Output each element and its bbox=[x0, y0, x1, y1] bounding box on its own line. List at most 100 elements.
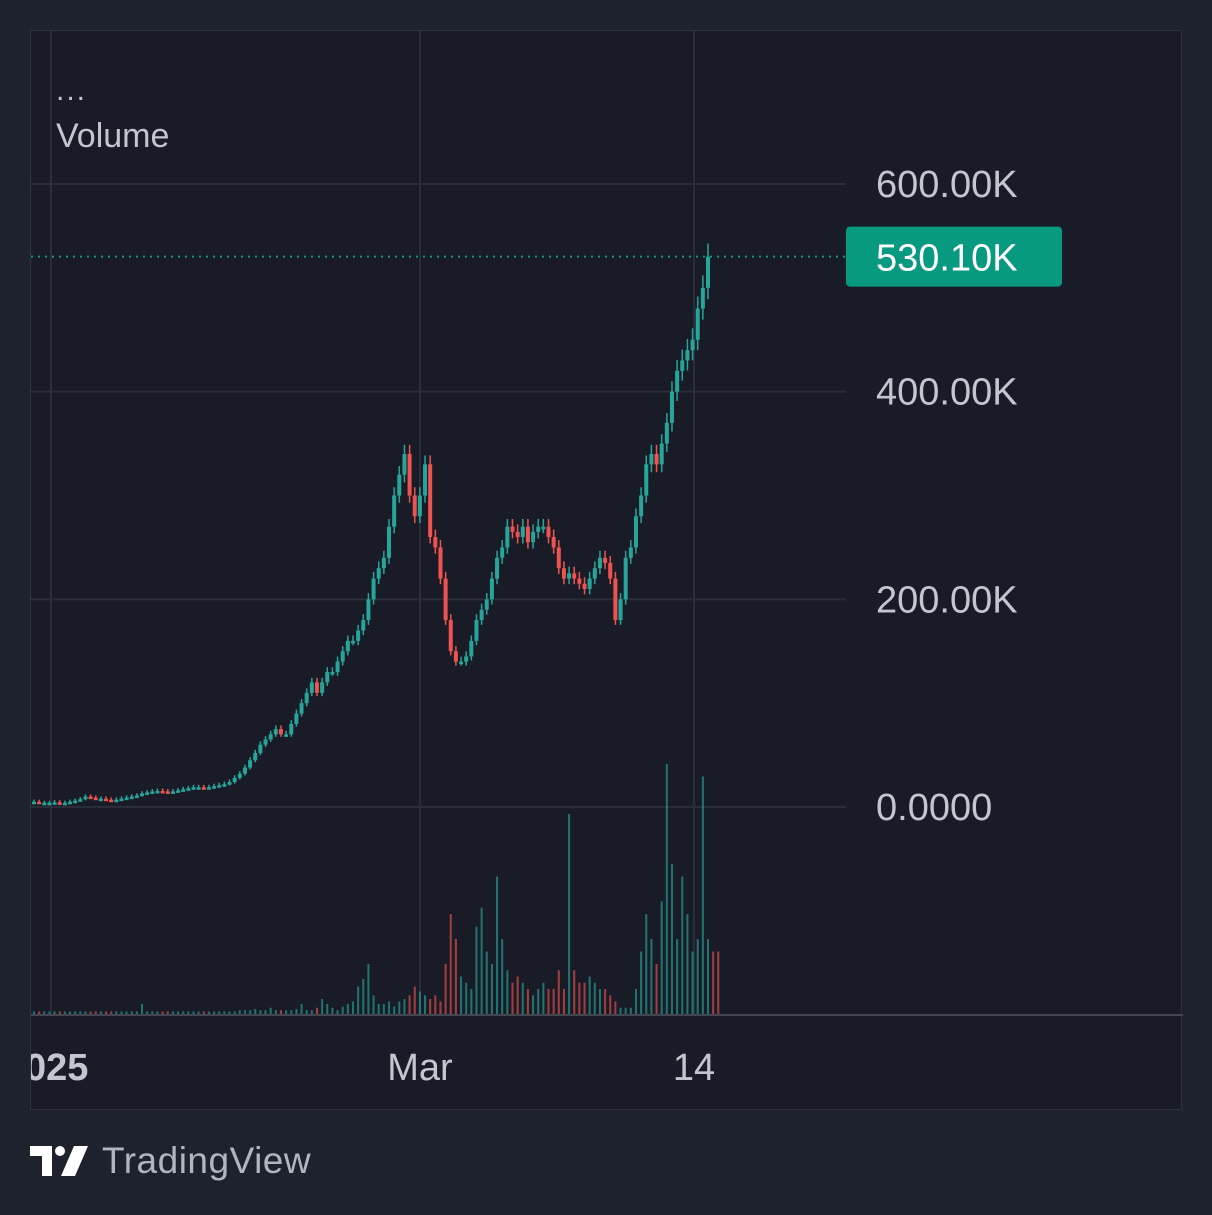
volume-bar-32 bbox=[197, 1011, 200, 1014]
candle-11 bbox=[88, 796, 93, 800]
volume-bar-59 bbox=[336, 1010, 339, 1014]
volume-bar-68 bbox=[382, 1004, 385, 1014]
candle-47 bbox=[273, 729, 278, 735]
volume-bar-31 bbox=[192, 1011, 195, 1014]
candle-127 bbox=[685, 350, 690, 361]
candle-45 bbox=[263, 739, 268, 745]
candle-91 bbox=[500, 547, 505, 558]
y-tick-label-1: 200.00K bbox=[876, 579, 1018, 621]
tradingview-wordmark: TradingView bbox=[102, 1140, 312, 1181]
volume-bar-0 bbox=[33, 1011, 35, 1014]
volume-bar-4 bbox=[53, 1011, 56, 1014]
candle-99 bbox=[541, 526, 546, 530]
volume-bar-51 bbox=[295, 1009, 298, 1014]
volume-bar-128 bbox=[691, 951, 694, 1014]
last-price-badge bbox=[846, 226, 1062, 287]
branding[interactable]: TradingView bbox=[30, 1140, 311, 1182]
volume-bar-16 bbox=[115, 1011, 118, 1014]
candle-52 bbox=[299, 703, 304, 714]
volume-bar-99 bbox=[542, 982, 545, 1014]
volume-bar-62 bbox=[351, 1001, 354, 1014]
candle-0 bbox=[32, 801, 36, 805]
volume-bar-120 bbox=[650, 939, 653, 1014]
volume-bar-56 bbox=[321, 999, 324, 1014]
volume-bar-95 bbox=[521, 982, 524, 1014]
candle-96 bbox=[525, 526, 530, 543]
candle-107 bbox=[582, 583, 587, 589]
volume-bar-75 bbox=[418, 991, 421, 1014]
candle-114 bbox=[618, 599, 623, 621]
volume-bar-115 bbox=[624, 1007, 627, 1014]
volume-bar-3 bbox=[48, 1011, 51, 1014]
candle-67 bbox=[376, 568, 381, 579]
candle-49 bbox=[284, 734, 289, 737]
candle-21 bbox=[140, 793, 145, 797]
candle-98 bbox=[536, 526, 541, 532]
price-chart[interactable]: 0.0000 200.00K 400.00K 600.00K 025 Mar 14 530.1… bbox=[31, 31, 1183, 1111]
volume-bar-52 bbox=[300, 1004, 303, 1014]
candle-35 bbox=[212, 786, 217, 789]
volume-bar-28 bbox=[177, 1011, 180, 1014]
volume-bar-54 bbox=[310, 1010, 313, 1014]
candle-13 bbox=[98, 798, 103, 802]
legend-volume-label[interactable]: Volume bbox=[56, 117, 170, 155]
candle-110 bbox=[597, 557, 602, 569]
legend-more-icon[interactable]: ... bbox=[56, 74, 88, 107]
last-price-label: 530.10K bbox=[876, 238, 1018, 280]
volume-bar-1 bbox=[38, 1011, 41, 1014]
candle-50 bbox=[289, 723, 294, 735]
candle-32 bbox=[196, 787, 201, 790]
candle-46 bbox=[268, 734, 273, 740]
candle-123 bbox=[664, 422, 669, 444]
volume-bar-119 bbox=[645, 914, 648, 1014]
volume-bar-110 bbox=[598, 989, 601, 1014]
volume-bar-20 bbox=[135, 1011, 138, 1014]
candle-71 bbox=[397, 474, 402, 496]
volume-bar-85 bbox=[470, 989, 473, 1014]
candle-70 bbox=[392, 495, 397, 527]
volume-bar-33 bbox=[202, 1011, 205, 1014]
candle-118 bbox=[639, 495, 644, 517]
candle-89 bbox=[489, 578, 494, 600]
chart-pane[interactable]: 0.0000 200.00K 400.00K 600.00K 025 Mar 14 530.1… bbox=[30, 30, 1183, 1111]
candle-112 bbox=[608, 562, 613, 579]
candle-28 bbox=[176, 790, 181, 793]
volume-bar-29 bbox=[182, 1011, 185, 1014]
candle-120 bbox=[649, 453, 654, 465]
candle-42 bbox=[248, 760, 253, 768]
candle-79 bbox=[438, 547, 443, 579]
volume-bar-46 bbox=[269, 1007, 272, 1014]
candle-76 bbox=[423, 464, 428, 496]
volume-bar-49 bbox=[285, 1010, 288, 1014]
volume-bar-90 bbox=[496, 876, 499, 1014]
candle-48 bbox=[278, 729, 283, 735]
candle-68 bbox=[381, 557, 386, 569]
candle-55 bbox=[314, 682, 319, 693]
volume-bar-67 bbox=[377, 1004, 380, 1014]
volume-bar-43 bbox=[254, 1009, 257, 1014]
volume-bar-103 bbox=[562, 989, 565, 1014]
volume-bar-2 bbox=[43, 1011, 46, 1014]
candle-85 bbox=[469, 640, 474, 657]
volume-bar-83 bbox=[460, 976, 463, 1014]
candle-24 bbox=[155, 790, 160, 794]
candle-90 bbox=[495, 557, 500, 579]
candle-111 bbox=[603, 557, 608, 563]
volume-bar-116 bbox=[629, 1007, 632, 1014]
volume-bar-124 bbox=[670, 864, 673, 1014]
volume-bar-92 bbox=[506, 970, 509, 1014]
volume-bar-41 bbox=[243, 1010, 246, 1014]
volume-bar-60 bbox=[341, 1006, 344, 1014]
volume-bar-30 bbox=[187, 1011, 190, 1014]
candle-88 bbox=[484, 599, 489, 610]
candle-117 bbox=[633, 516, 638, 548]
candle-7 bbox=[68, 801, 73, 805]
volume-bar-53 bbox=[305, 1010, 308, 1014]
candle-94 bbox=[515, 531, 520, 538]
volume-bar-55 bbox=[315, 1007, 318, 1014]
volume-bar-17 bbox=[120, 1011, 123, 1014]
volume-bar-6 bbox=[63, 1011, 66, 1014]
volume-bar-13 bbox=[99, 1011, 102, 1014]
volume-bar-18 bbox=[125, 1011, 128, 1014]
candle-115 bbox=[623, 557, 628, 600]
